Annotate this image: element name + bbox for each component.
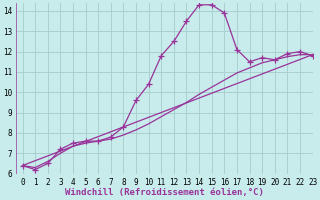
X-axis label: Windchill (Refroidissement éolien,°C): Windchill (Refroidissement éolien,°C) (65, 188, 264, 197)
